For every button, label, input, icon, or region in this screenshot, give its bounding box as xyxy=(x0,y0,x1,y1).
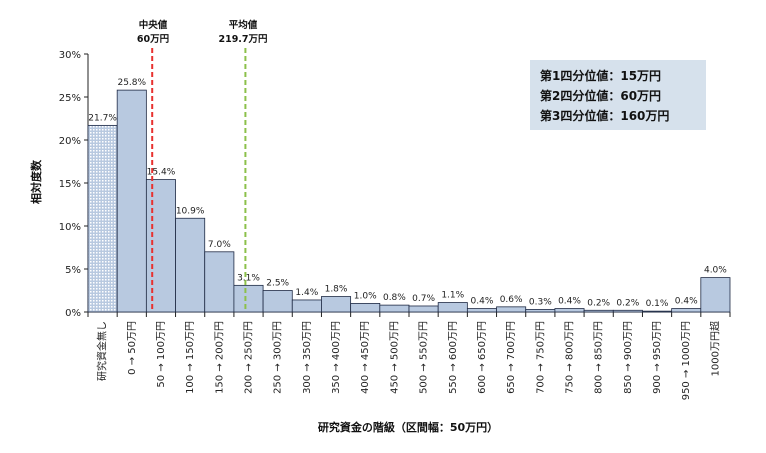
y-tick-label: 25% xyxy=(59,93,81,104)
data-label: 0.2% xyxy=(616,298,639,308)
mean-marker-label: 平均値 219.7万円 xyxy=(218,19,267,45)
bar xyxy=(612,309,643,313)
x-tick-label: 800 → 850万円 xyxy=(594,321,605,394)
bar xyxy=(321,296,352,313)
x-tick-label: 250 → 300万円 xyxy=(273,321,284,394)
median-value: 60万円 xyxy=(137,34,169,45)
x-tick-label: 650 → 700万円 xyxy=(506,321,517,394)
y-axis-title: 相対度数 xyxy=(29,159,43,204)
y-tick-label: 0% xyxy=(65,308,81,319)
data-label: 4.0% xyxy=(704,266,727,276)
bar xyxy=(291,299,322,313)
x-tick-label: 450 → 500万円 xyxy=(389,321,400,394)
y-tick-label: 15% xyxy=(59,179,81,190)
data-label: 0.4% xyxy=(558,297,581,307)
data-label: 15.4% xyxy=(147,168,176,178)
data-label: 0.4% xyxy=(675,297,698,307)
x-tick-label: 750 → 800万円 xyxy=(565,321,576,394)
quartile-2-text: 第2四分位値：60万円 xyxy=(540,88,661,103)
data-label: 25.8% xyxy=(117,78,146,88)
bar xyxy=(116,89,147,313)
y-tick-label: 5% xyxy=(65,265,81,276)
mean-name: 平均値 xyxy=(229,19,258,31)
data-label: 0.3% xyxy=(529,297,552,307)
bar xyxy=(554,308,585,313)
median-marker-label: 中央値 60万円 xyxy=(137,19,169,45)
x-tick-label: 100 → 150万円 xyxy=(185,321,196,394)
bar xyxy=(496,306,527,313)
median-name: 中央値 xyxy=(139,19,168,31)
data-label: 10.9% xyxy=(176,206,205,216)
data-label: 1.1% xyxy=(441,291,464,301)
data-label: 0.4% xyxy=(471,297,494,307)
bar xyxy=(466,308,497,313)
x-tick-label: 400 → 450万円 xyxy=(360,321,371,394)
data-label: 0.8% xyxy=(383,293,406,303)
quartile-1-text: 第1四分位値：15万円 xyxy=(540,68,661,83)
bar xyxy=(233,284,264,313)
data-label: 1.8% xyxy=(325,285,348,295)
data-label: 7.0% xyxy=(208,240,231,250)
bar xyxy=(671,308,702,313)
bar xyxy=(642,310,673,313)
bar xyxy=(408,305,439,313)
bar xyxy=(87,124,118,313)
x-tick-label: 700 → 750万円 xyxy=(535,321,546,394)
bar xyxy=(204,251,235,313)
bar xyxy=(525,309,556,313)
data-label: 3.1% xyxy=(237,273,260,283)
bar xyxy=(379,304,410,313)
y-tick-label: 10% xyxy=(59,222,81,233)
bar xyxy=(700,277,731,313)
x-tick-label: 50 → 100万円 xyxy=(156,321,167,388)
bar xyxy=(145,179,176,313)
x-tick-label: 500 → 550万円 xyxy=(419,321,430,394)
y-tick-label: 20% xyxy=(59,136,81,147)
labels: 21.7% 研究資金無し 25.8% 0 → 50万円 15.4% 50 → 100万円 1… xyxy=(88,78,727,400)
x-tick-label: 850 → 900万円 xyxy=(623,321,634,394)
bar xyxy=(583,309,614,313)
bar xyxy=(437,302,468,313)
bars xyxy=(87,89,731,313)
x-tick-label: 550 → 600万円 xyxy=(448,321,459,394)
reference-lines xyxy=(151,48,247,312)
data-label: 0.7% xyxy=(412,294,435,304)
x-tick-label: 900 → 950万円 xyxy=(652,321,663,394)
x-tick-label: 1000万円超 xyxy=(708,321,721,376)
mean-value: 219.7万円 xyxy=(218,34,267,45)
bar xyxy=(175,217,206,313)
data-label: 1.0% xyxy=(354,291,377,301)
x-tick-label: 研究資金無し xyxy=(96,321,109,381)
data-label: 0.2% xyxy=(587,298,610,308)
y-tick-label: 30% xyxy=(59,50,81,61)
x-tick-label: 600 → 650万円 xyxy=(477,321,488,394)
data-label: 2.5% xyxy=(266,279,289,289)
data-label: 21.7% xyxy=(88,113,117,123)
x-axis-title: 研究資金の階級（区間幅：50万円） xyxy=(318,420,498,434)
x-tick-label: 0 → 50万円 xyxy=(127,321,138,375)
data-label: 1.4% xyxy=(295,288,318,298)
x-tick-label: 200 → 250万円 xyxy=(244,321,255,394)
quartile-box: 第1四分位値：15万円 第2四分位値：60万円 第3四分位値：160万円 xyxy=(530,60,706,130)
data-label: 0.6% xyxy=(500,295,523,305)
x-tick-label: 950 → 1000万円 xyxy=(681,321,692,400)
bar xyxy=(350,302,381,313)
x-tick-label: 150 → 200万円 xyxy=(214,321,225,394)
x-tick-label: 300 → 350万円 xyxy=(302,321,313,394)
quartile-3-text: 第3四分位値：160万円 xyxy=(540,108,669,123)
x-tick-label: 350 → 400万円 xyxy=(331,321,342,394)
data-label: 0.1% xyxy=(646,299,669,309)
bar xyxy=(262,290,293,313)
quartile-box-background xyxy=(530,60,706,130)
